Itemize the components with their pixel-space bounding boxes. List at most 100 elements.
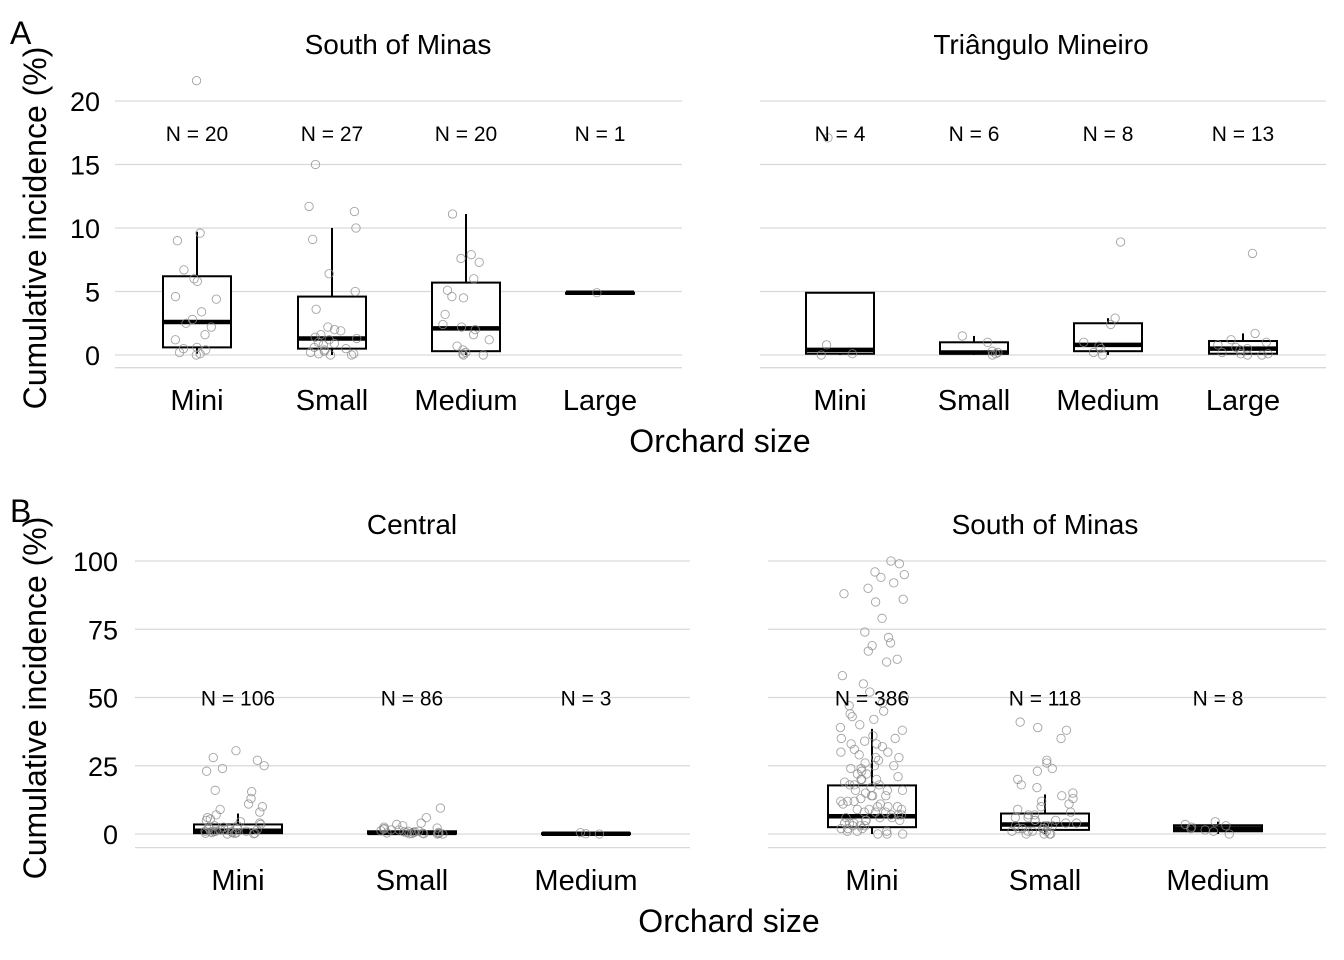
data-point: [350, 286, 360, 297]
x-tick-label: Mini: [845, 865, 898, 897]
data-point: [1261, 337, 1271, 347]
data-point: [841, 812, 851, 823]
data-point: [200, 828, 211, 838]
data-point: [192, 276, 202, 286]
data-point: [846, 739, 856, 749]
data-point: [1226, 335, 1236, 345]
data-point: [1047, 763, 1057, 774]
data-point: [349, 206, 360, 217]
panel-tag-a: A: [10, 15, 32, 51]
data-point: [458, 345, 468, 355]
data-point: [174, 347, 185, 358]
data-point: [210, 785, 220, 795]
data-point: [469, 274, 479, 284]
data-point: [1042, 758, 1052, 768]
data-point: [447, 209, 458, 219]
data-point: [836, 796, 846, 806]
data-point: [217, 763, 228, 774]
data-point: [195, 349, 205, 359]
data-point: [882, 826, 892, 836]
data-point: [857, 774, 867, 785]
data-point: [1224, 829, 1234, 839]
data-point: [592, 288, 602, 298]
data-point: [852, 804, 862, 815]
data-point: [1036, 802, 1046, 812]
data-point: [835, 722, 846, 733]
data-point: [468, 330, 479, 340]
data-point: [860, 736, 870, 746]
data-point: [856, 793, 866, 804]
data-point: [179, 265, 189, 275]
y-tick-label: 10: [70, 214, 100, 244]
data-point: [885, 638, 896, 648]
data-point: [181, 318, 191, 328]
data-point: [419, 829, 429, 839]
data-point: [1217, 347, 1227, 358]
data-point: [1065, 807, 1076, 817]
x-tick-label: Small: [1009, 865, 1082, 897]
data-point: [195, 228, 205, 238]
x-axis-title-a: Orchard size: [629, 423, 810, 459]
data-point: [840, 818, 850, 828]
data-point: [192, 342, 202, 353]
data-point: [208, 752, 218, 763]
data-point: [857, 823, 867, 834]
data-point: [1015, 717, 1025, 727]
data-point: [897, 725, 907, 735]
data-point: [898, 594, 908, 604]
data-point: [1263, 349, 1273, 359]
data-point: [993, 347, 1003, 358]
data-point: [191, 76, 202, 86]
data-point: [1064, 799, 1074, 809]
data-point: [1050, 815, 1061, 825]
data-point: [1013, 804, 1023, 815]
data-point: [866, 791, 877, 801]
data-point: [442, 285, 453, 295]
data-point: [438, 319, 448, 330]
data-point: [849, 780, 859, 790]
data-point: [456, 322, 467, 332]
data-point: [879, 706, 889, 716]
data-point: [843, 823, 853, 834]
data-point: [987, 346, 997, 356]
n-label: N = 86: [381, 688, 443, 711]
data-point: [896, 804, 907, 815]
data-point: [868, 731, 878, 741]
data-point: [1046, 829, 1056, 839]
data-point: [823, 133, 833, 143]
data-point: [404, 829, 414, 839]
data-point: [170, 291, 181, 302]
data-point: [1056, 733, 1066, 744]
data-point: [856, 774, 866, 785]
data-point: [1213, 340, 1223, 350]
data-point: [869, 714, 879, 724]
data-point: [1210, 817, 1220, 827]
data-point: [421, 812, 431, 823]
x-tick-label: Mini: [813, 385, 866, 417]
data-point: [172, 236, 183, 246]
data-point: [861, 815, 871, 825]
data-point: [255, 807, 265, 817]
data-point: [1007, 826, 1017, 836]
data-point: [896, 810, 907, 820]
data-point: [881, 791, 891, 801]
data-point: [392, 819, 402, 830]
data-point: [873, 829, 883, 839]
data-point: [1242, 343, 1253, 354]
data-point: [893, 772, 903, 782]
data-point: [478, 350, 488, 360]
data-point: [855, 720, 865, 730]
x-tick-label: Medium: [1056, 385, 1159, 417]
data-point: [456, 253, 466, 264]
data-point: [860, 627, 870, 637]
data-point: [1013, 774, 1023, 785]
data-point: [407, 828, 417, 839]
data-point: [376, 826, 386, 836]
panel-title: South of Minas: [952, 509, 1139, 540]
x-tick-label: Medium: [414, 385, 517, 417]
x-axis-title-b: Orchard size: [638, 903, 819, 939]
data-point: [897, 785, 908, 795]
data-point: [852, 826, 862, 836]
y-tick-label: 50: [88, 684, 118, 714]
data-point: [1023, 826, 1033, 836]
